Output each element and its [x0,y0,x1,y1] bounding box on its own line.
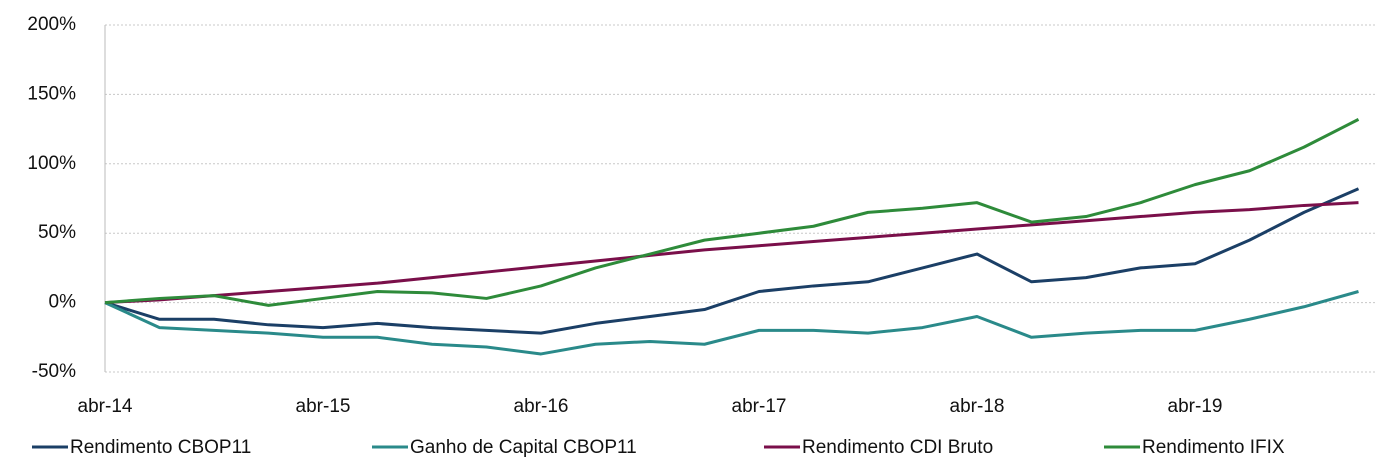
legend-label: Rendimento CBOP11 [70,437,251,458]
series-line [104,118,1360,307]
legend-label: Rendimento IFIX [1142,437,1285,458]
series-line [104,201,1359,305]
y-tick-label: -50% [32,361,76,382]
y-tick-label: 50% [38,222,76,243]
x-tick-label: abr-14 [78,396,133,417]
y-tick-label: 100% [27,153,76,174]
x-tick-label: abr-17 [732,396,787,417]
y-tick-label: 150% [27,83,76,104]
legend-label: Ganho de Capital CBOP11 [410,437,637,458]
x-tick-label: abr-15 [296,396,351,417]
y-tick-label: 0% [49,292,77,313]
x-tick-label: abr-18 [950,396,1005,417]
series-line [104,290,1359,356]
series-line [104,187,1360,335]
y-tick-label: 200% [27,14,76,35]
x-tick-label: abr-16 [514,396,569,417]
legend-label: Rendimento CDI Bruto [802,437,993,458]
x-tick-label: abr-19 [1168,396,1223,417]
